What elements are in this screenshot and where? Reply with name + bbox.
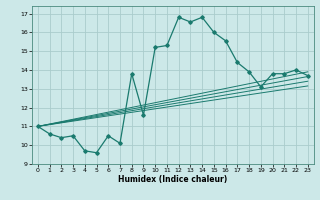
X-axis label: Humidex (Indice chaleur): Humidex (Indice chaleur) <box>118 175 228 184</box>
